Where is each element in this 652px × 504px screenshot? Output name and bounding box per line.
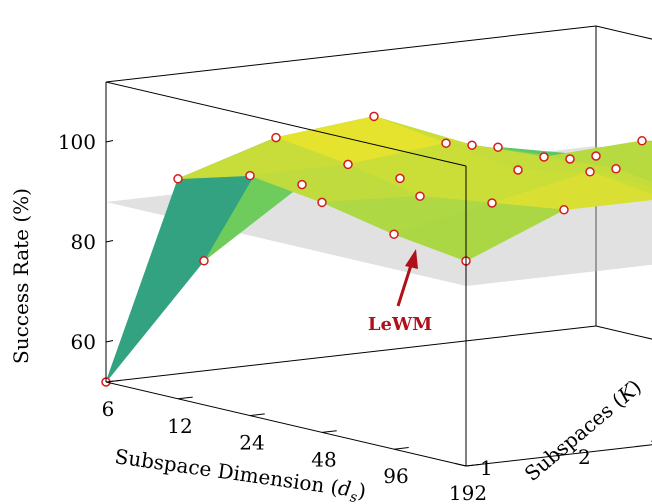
surface-marker	[637, 136, 647, 146]
x-tick-mark	[465, 463, 481, 467]
surface-marker	[591, 151, 601, 161]
z-tick-label: 100	[58, 130, 96, 154]
surface-markers	[101, 111, 647, 387]
surface-marker	[271, 132, 281, 143]
surface-marker	[539, 152, 549, 162]
front-box-lines	[105, 25, 597, 467]
y-tick-mark	[553, 451, 565, 456]
x-tick-label: 96	[383, 464, 408, 488]
z-tick-mark	[105, 140, 114, 143]
lewm-annotation: LeWM	[368, 249, 432, 335]
x-tick-mark	[321, 430, 337, 433]
surface-marker	[585, 167, 595, 177]
surface	[105, 115, 652, 383]
front-top-edge-x	[105, 81, 467, 167]
surface-marker	[565, 154, 575, 164]
x-tick-label: 12	[167, 414, 192, 438]
front-floor-edge-y	[105, 325, 597, 383]
surface-marker	[317, 197, 327, 208]
z-tick-mark	[105, 240, 114, 243]
z-axis-label: Success Rate (%)	[9, 188, 33, 364]
y-axis-label: Subspaces (K)	[520, 374, 646, 485]
y-tick-label: 1	[480, 456, 493, 480]
x-tick-mark	[393, 447, 409, 450]
y-tick-label: 2	[578, 445, 591, 469]
lewm-arrow-head	[405, 249, 418, 269]
surface-marker	[173, 174, 183, 184]
surface-marker	[487, 198, 497, 208]
surface-marker	[199, 256, 209, 266]
x-tick-label: 192	[449, 481, 487, 504]
surface-marker	[389, 229, 399, 239]
surface-marker	[441, 138, 451, 148]
lewm-label: LeWM	[368, 314, 432, 335]
surface-marker	[245, 170, 255, 181]
surface-marker	[513, 165, 523, 175]
front-floor-edge-x	[105, 381, 467, 467]
surface-marker	[343, 159, 353, 170]
surface-marker	[467, 140, 477, 150]
z-tick-mark	[105, 340, 114, 343]
x-tick-label: 6	[102, 397, 115, 421]
back-floor-edge-y	[465, 444, 652, 467]
z-tick-label: 80	[71, 230, 96, 254]
surface-marker	[395, 173, 405, 184]
surface-face	[614, 162, 652, 183]
surface-marker	[415, 191, 425, 201]
surface-marker	[297, 179, 307, 190]
surface-marker	[559, 205, 569, 215]
surface-marker	[493, 142, 503, 152]
surface-marker	[611, 164, 621, 174]
back-top-edge-x	[595, 25, 652, 40]
front-top-edge-y	[105, 25, 597, 83]
lewm-arrow-shaft	[396, 261, 414, 307]
x-tick-label: 24	[239, 431, 264, 455]
x-tick-label: 48	[311, 447, 336, 471]
tick-labels: 612244896192124816326080100	[58, 130, 591, 504]
z-tick-label: 60	[71, 330, 96, 354]
surface-marker	[369, 111, 379, 122]
x-tick-mark	[177, 396, 193, 400]
x-tick-mark	[249, 413, 265, 417]
